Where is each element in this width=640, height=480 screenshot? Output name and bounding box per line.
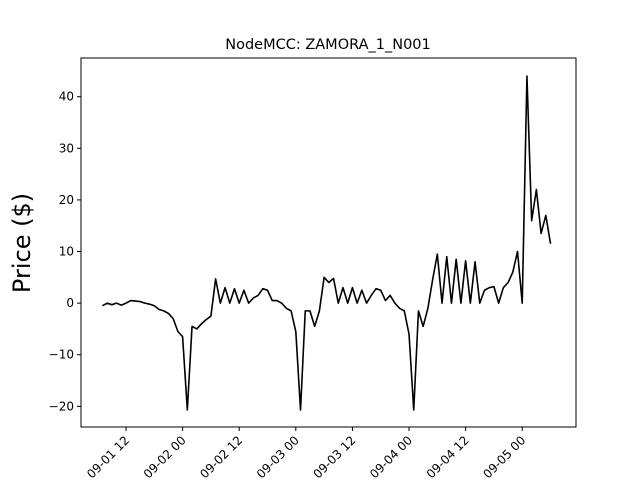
y-axis-label: Price ($)	[8, 193, 36, 293]
y-tick-label: 40	[59, 90, 74, 104]
chart-title: NodeMCC: ZAMORA_1_N001	[225, 37, 431, 53]
x-tick-label: 09-04 12	[424, 433, 472, 480]
x-tick-label: 09-01 12	[84, 433, 132, 480]
line-series	[102, 75, 552, 411]
x-tick-label: 09-04 00	[367, 433, 415, 480]
y-tick-label: 0	[66, 296, 74, 310]
y-tick-label: 10	[59, 245, 74, 259]
plot-frame	[80, 57, 577, 428]
x-tick-label: 09-02 12	[197, 433, 245, 480]
y-tick-label: −10	[49, 348, 74, 362]
y-tick-label: 30	[59, 141, 74, 155]
x-tick-label: 09-03 00	[254, 433, 302, 480]
x-tick-label: 09-05 00	[480, 433, 528, 480]
y-tick-label: 20	[59, 193, 74, 207]
y-tick-label: −20	[49, 399, 74, 413]
x-tick-label: 09-02 00	[141, 433, 189, 480]
x-tick-label: 09-03 12	[310, 433, 358, 480]
